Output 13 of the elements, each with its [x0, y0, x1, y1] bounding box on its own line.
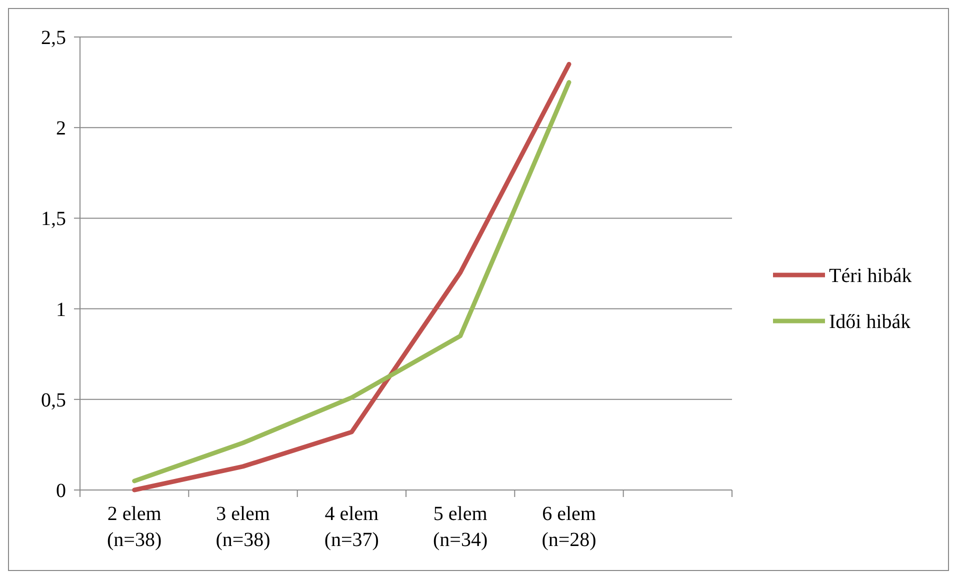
legend-label: Téri hibák — [829, 265, 912, 287]
x-tick-label: 5 elem (n=34) — [433, 503, 488, 551]
x-tick-label: 3 elem (n=38) — [216, 503, 270, 551]
x-tick-label: 2 elem (n=38) — [107, 503, 162, 551]
y-tick-label: 0,5 — [41, 389, 66, 412]
x-tick-label: 6 elem (n=28) — [542, 503, 596, 551]
y-tick-label: 1 — [56, 298, 66, 321]
x-tick-label: 4 elem (n=37) — [324, 503, 380, 551]
y-tick-label: 2 — [56, 118, 66, 140]
y-tick-label: 2,5 — [41, 27, 66, 49]
y-tick-label: 0 — [56, 480, 66, 502]
legend-label: Idői hibák — [829, 311, 911, 333]
y-tick-label: 1,5 — [41, 208, 66, 230]
